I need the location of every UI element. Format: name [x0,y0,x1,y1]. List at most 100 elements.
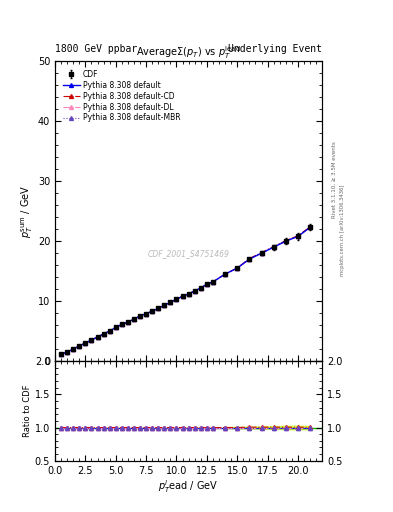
Pythia 8.308 default-MBR [192,288,197,294]
Pythia 8.308 default-MBR [65,349,70,355]
Line: Pythia 8.308 default-MBR: Pythia 8.308 default-MBR [59,225,312,356]
Pythia 8.308 default-CD [259,249,264,255]
Pythia 8.308 default [162,302,167,308]
Pythia 8.308 default-CD [71,346,75,352]
Pythia 8.308 default [283,238,288,244]
Pythia 8.308 default-CD [125,319,130,325]
Pythia 8.308 default-DL [192,288,197,294]
Pythia 8.308 default-CD [132,316,136,322]
Pythia 8.308 default-CD [247,255,252,262]
Pythia 8.308 default-DL [65,349,70,355]
Pythia 8.308 default-CD [271,244,276,250]
Pythia 8.308 default-CD [186,291,191,297]
Pythia 8.308 default-DL [186,291,191,297]
Pythia 8.308 default-CD [77,343,82,349]
Pythia 8.308 default-CD [308,224,312,230]
Pythia 8.308 default-DL [211,279,215,285]
Pythia 8.308 default-DL [204,281,209,287]
Pythia 8.308 default [156,305,161,311]
Pythia 8.308 default-DL [259,250,264,256]
Pythia 8.308 default-MBR [101,331,106,337]
Pythia 8.308 default [83,340,88,346]
Pythia 8.308 default-MBR [186,291,191,297]
Pythia 8.308 default [71,346,75,352]
Pythia 8.308 default [119,322,124,328]
Pythia 8.308 default-CD [168,299,173,305]
Pythia 8.308 default [247,256,252,262]
Pythia 8.308 default-DL [132,316,136,322]
Pythia 8.308 default-DL [59,351,63,357]
Text: 1800 GeV ppbar: 1800 GeV ppbar [55,44,137,54]
Pythia 8.308 default [168,299,173,305]
Pythia 8.308 default-DL [71,346,75,352]
Pythia 8.308 default-CD [65,349,70,355]
Line: Pythia 8.308 default: Pythia 8.308 default [59,225,312,356]
Pythia 8.308 default-CD [150,308,154,314]
Pythia 8.308 default [308,224,312,230]
Pythia 8.308 default-DL [150,308,154,314]
Pythia 8.308 default-MBR [114,324,118,330]
Pythia 8.308 default-MBR [211,279,215,285]
Pythia 8.308 default-DL [247,256,252,262]
Legend: CDF, Pythia 8.308 default, Pythia 8.308 default-CD, Pythia 8.308 default-DL, Pyt: CDF, Pythia 8.308 default, Pythia 8.308 … [62,68,182,124]
Pythia 8.308 default [235,265,240,271]
Pythia 8.308 default-CD [107,328,112,334]
Pythia 8.308 default-DL [296,233,300,240]
Pythia 8.308 default [77,343,82,349]
Pythia 8.308 default [192,288,197,294]
Pythia 8.308 default [138,313,142,319]
Pythia 8.308 default-DL [198,285,203,291]
Pythia 8.308 default-MBR [125,319,130,325]
Pythia 8.308 default-MBR [107,328,112,334]
Pythia 8.308 default [271,244,276,250]
Pythia 8.308 default [259,250,264,256]
Pythia 8.308 default-CD [296,232,300,239]
Pythia 8.308 default-DL [271,244,276,250]
Pythia 8.308 default-MBR [71,346,75,352]
Pythia 8.308 default-MBR [308,224,312,230]
Pythia 8.308 default-DL [180,293,185,300]
Pythia 8.308 default [180,293,185,300]
Pythia 8.308 default-MBR [150,308,154,314]
Pythia 8.308 default-DL [107,328,112,334]
Pythia 8.308 default-MBR [283,238,288,244]
Pythia 8.308 default-DL [95,334,100,340]
Pythia 8.308 default [95,334,100,340]
Pythia 8.308 default-DL [125,319,130,325]
Pythia 8.308 default-CD [174,296,179,302]
Pythia 8.308 default-CD [119,322,124,328]
Pythia 8.308 default-DL [223,271,228,277]
Pythia 8.308 default [132,316,136,322]
Pythia 8.308 default-MBR [204,281,209,287]
Pythia 8.308 default-MBR [271,244,276,250]
Pythia 8.308 default-CD [89,337,94,343]
Pythia 8.308 default-CD [162,302,167,308]
Title: Average$\Sigma$($p_T$) vs $p_T^{\rm lead}$: Average$\Sigma$($p_T$) vs $p_T^{\rm lead… [136,45,241,61]
Pythia 8.308 default-DL [77,343,82,349]
Y-axis label: Ratio to CDF: Ratio to CDF [23,385,32,437]
Pythia 8.308 default [296,233,300,240]
Pythia 8.308 default-CD [223,271,228,277]
Pythia 8.308 default-MBR [138,313,142,319]
Pythia 8.308 default-CD [283,238,288,244]
Pythia 8.308 default [198,285,203,291]
Pythia 8.308 default [204,281,209,287]
Pythia 8.308 default-MBR [174,296,179,302]
Pythia 8.308 default [223,271,228,277]
Pythia 8.308 default-MBR [180,293,185,300]
Text: Rivet 3.1.10, ≥ 3.5M events: Rivet 3.1.10, ≥ 3.5M events [332,141,337,218]
Pythia 8.308 default-CD [144,311,149,317]
Pythia 8.308 default-MBR [119,322,124,328]
Pythia 8.308 default-DL [174,296,179,302]
Pythia 8.308 default-MBR [296,233,300,240]
Pythia 8.308 default-MBR [132,316,136,322]
Pythia 8.308 default-MBR [235,265,240,271]
Pythia 8.308 default-DL [89,337,94,343]
Pythia 8.308 default-DL [308,224,312,230]
Pythia 8.308 default [211,279,215,285]
Pythia 8.308 default [150,308,154,314]
Text: Underlying Event: Underlying Event [228,44,322,54]
Pythia 8.308 default-DL [235,265,240,271]
Pythia 8.308 default [59,351,63,357]
Pythia 8.308 default-DL [138,313,142,319]
